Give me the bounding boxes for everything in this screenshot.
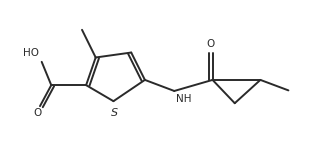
Text: NH: NH xyxy=(176,95,191,105)
Text: O: O xyxy=(207,39,215,49)
Text: S: S xyxy=(111,108,118,118)
Text: HO: HO xyxy=(23,48,39,58)
Text: O: O xyxy=(33,108,41,118)
